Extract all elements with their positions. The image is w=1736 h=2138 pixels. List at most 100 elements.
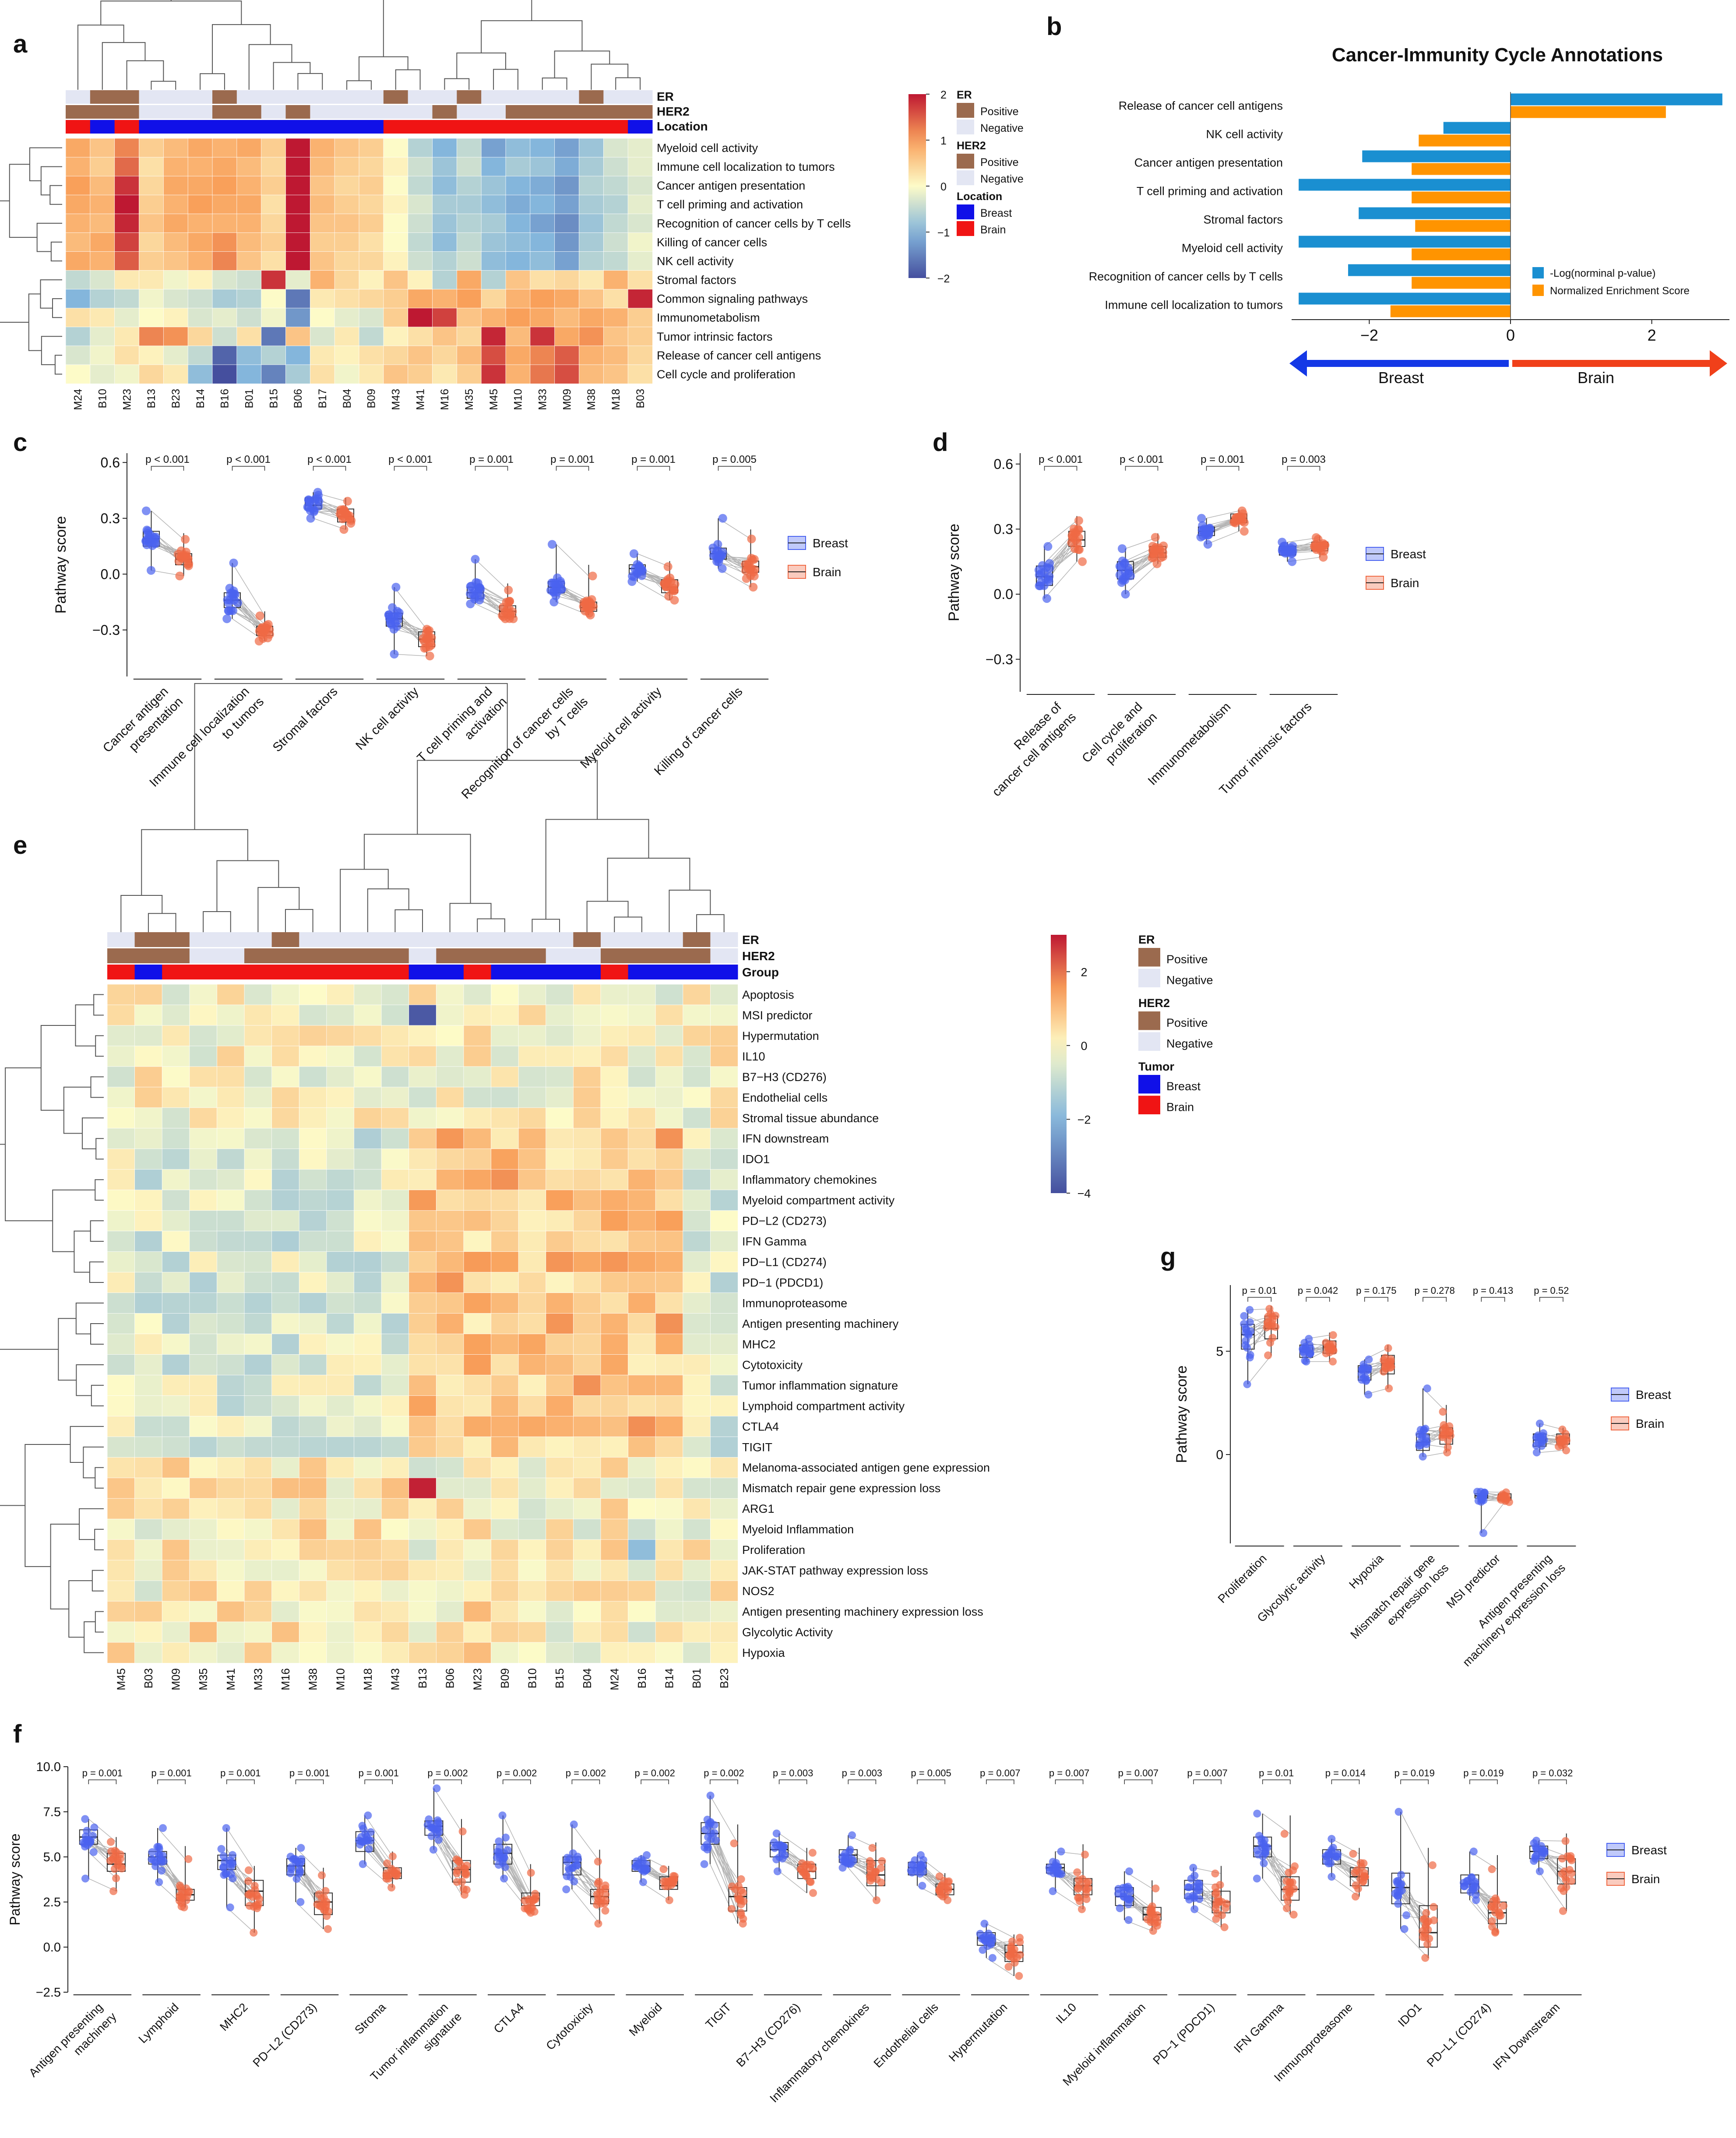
annotation-cell [655, 965, 683, 979]
heatmap-cell [436, 1210, 464, 1232]
annotation-cell [134, 965, 162, 979]
heatmap-cell [573, 1477, 601, 1499]
heatmap-cell [408, 1128, 437, 1149]
heatmap-cell [359, 213, 384, 233]
heatmap-cell [655, 1477, 683, 1499]
heatmap-cell [491, 1210, 519, 1232]
heatmap-cell [554, 270, 580, 290]
data-point-brain [665, 1896, 673, 1904]
heatmap-cell [463, 1375, 492, 1396]
heatmap-cell [655, 1621, 683, 1643]
data-point-brain [1004, 1962, 1013, 1971]
heatmap-cell [326, 1642, 355, 1663]
heatmap-cell [518, 1251, 546, 1273]
box-brain [866, 1860, 885, 1886]
heatmap-cell [139, 213, 164, 233]
heatmap-cell [628, 1416, 656, 1437]
bar-pvalue [1511, 93, 1722, 106]
annotation-cell [271, 948, 299, 963]
heatmap-cell [491, 1621, 519, 1643]
heatmap-row-label: T cell priming and activation [657, 198, 803, 211]
data-point-brain [594, 1879, 602, 1888]
heatmap-cell [107, 1621, 135, 1643]
data-point-brain [1488, 1917, 1496, 1925]
heatmap-cell [381, 1107, 409, 1129]
heatmap-cell [683, 1004, 711, 1026]
dendrogram-branch [58, 1318, 77, 1381]
heatmap-cell [114, 176, 140, 196]
annotation-cell [134, 932, 162, 947]
heatmap-cell [139, 364, 164, 384]
heatmap-cell [299, 1642, 327, 1663]
p-value-label: p = 0.005 [911, 1768, 951, 1779]
data-point-brain [254, 1902, 262, 1910]
heatmap-cell [326, 1498, 355, 1520]
heatmap-cell [134, 1066, 163, 1088]
paired-line [364, 1863, 393, 1888]
data-point-brain [749, 583, 758, 592]
heatmap-row-label: PD−L1 (CD274) [742, 1256, 827, 1269]
heatmap-cell [162, 1354, 190, 1376]
heatmap-cell [530, 364, 555, 384]
category-label: PD−1 (PDCD1) [1151, 2001, 1217, 2067]
p-value-label: p = 0.001 [289, 1768, 330, 1779]
heatmap-cell [491, 1066, 519, 1088]
heatmap-cell [463, 1004, 492, 1026]
heatmap-cell [134, 1416, 163, 1437]
heatmap-cell [710, 1190, 738, 1211]
heatmap-cell [381, 1190, 409, 1211]
data-point-breast [772, 1855, 781, 1863]
heatmap-cell [285, 308, 311, 328]
heatmap-cell [236, 364, 262, 384]
heatmap-cell [244, 1354, 272, 1376]
p-value-label: p < 0.001 [388, 454, 433, 465]
bar-pvalue [1299, 236, 1511, 248]
heatmap-cell [518, 1046, 546, 1067]
heatmap-row-label: MSI predictor [742, 1009, 813, 1022]
heatmap-cell [134, 1395, 163, 1417]
heatmap-cell [65, 251, 91, 271]
data-point-breast [494, 1861, 503, 1869]
p-value-label: p = 0.003 [773, 1768, 813, 1779]
heatmap-row-label: Cell cycle and proliferation [657, 368, 796, 381]
heatmap-cell [408, 1169, 437, 1191]
data-point-breast [297, 1844, 305, 1852]
data-point-brain [184, 1855, 193, 1863]
data-point-breast [1189, 1863, 1197, 1872]
annotation-cell [354, 965, 382, 979]
heatmap-cell [217, 1107, 245, 1129]
data-point-breast [1253, 1810, 1261, 1818]
paired-line [226, 1828, 255, 1870]
heatmap-cell [261, 176, 286, 196]
data-point-brain [463, 1861, 471, 1870]
paired-line [433, 1849, 462, 1895]
heatmap-cell [600, 1477, 629, 1499]
heatmap-cell [481, 194, 506, 215]
data-point-brain [527, 1869, 535, 1877]
dendrogram-branch [212, 24, 271, 74]
p-value-label: p = 0.01 [1242, 1285, 1277, 1296]
heatmap-cell [189, 1148, 218, 1170]
annotation-cell [188, 90, 213, 104]
legend-text: Brain [1636, 1417, 1664, 1430]
heatmap-cell [236, 157, 262, 177]
data-point-brain [184, 1888, 192, 1897]
data-point-brain [1562, 1876, 1570, 1884]
chart-b: Cancer-Immunity Cycle AnnotationsRelease… [1089, 44, 1729, 387]
heatmap-cell [573, 1313, 601, 1335]
data-point-breast [553, 573, 562, 582]
data-point-breast [1119, 1884, 1127, 1892]
heatmap-cell [162, 1251, 190, 1273]
x-tick-label: 2 [1648, 326, 1656, 344]
heatmap-cell [244, 1169, 272, 1191]
heatmap-cell [90, 327, 115, 346]
data-point-brain [597, 1899, 605, 1908]
heatmap-cell [381, 1293, 409, 1314]
heatmap-cell [683, 1169, 711, 1191]
data-point-brain [458, 1877, 466, 1886]
legend-swatch [1138, 969, 1160, 987]
heatmap-cell [573, 1190, 601, 1211]
data-point-brain [1497, 1912, 1505, 1920]
heatmap-cell [603, 308, 629, 328]
